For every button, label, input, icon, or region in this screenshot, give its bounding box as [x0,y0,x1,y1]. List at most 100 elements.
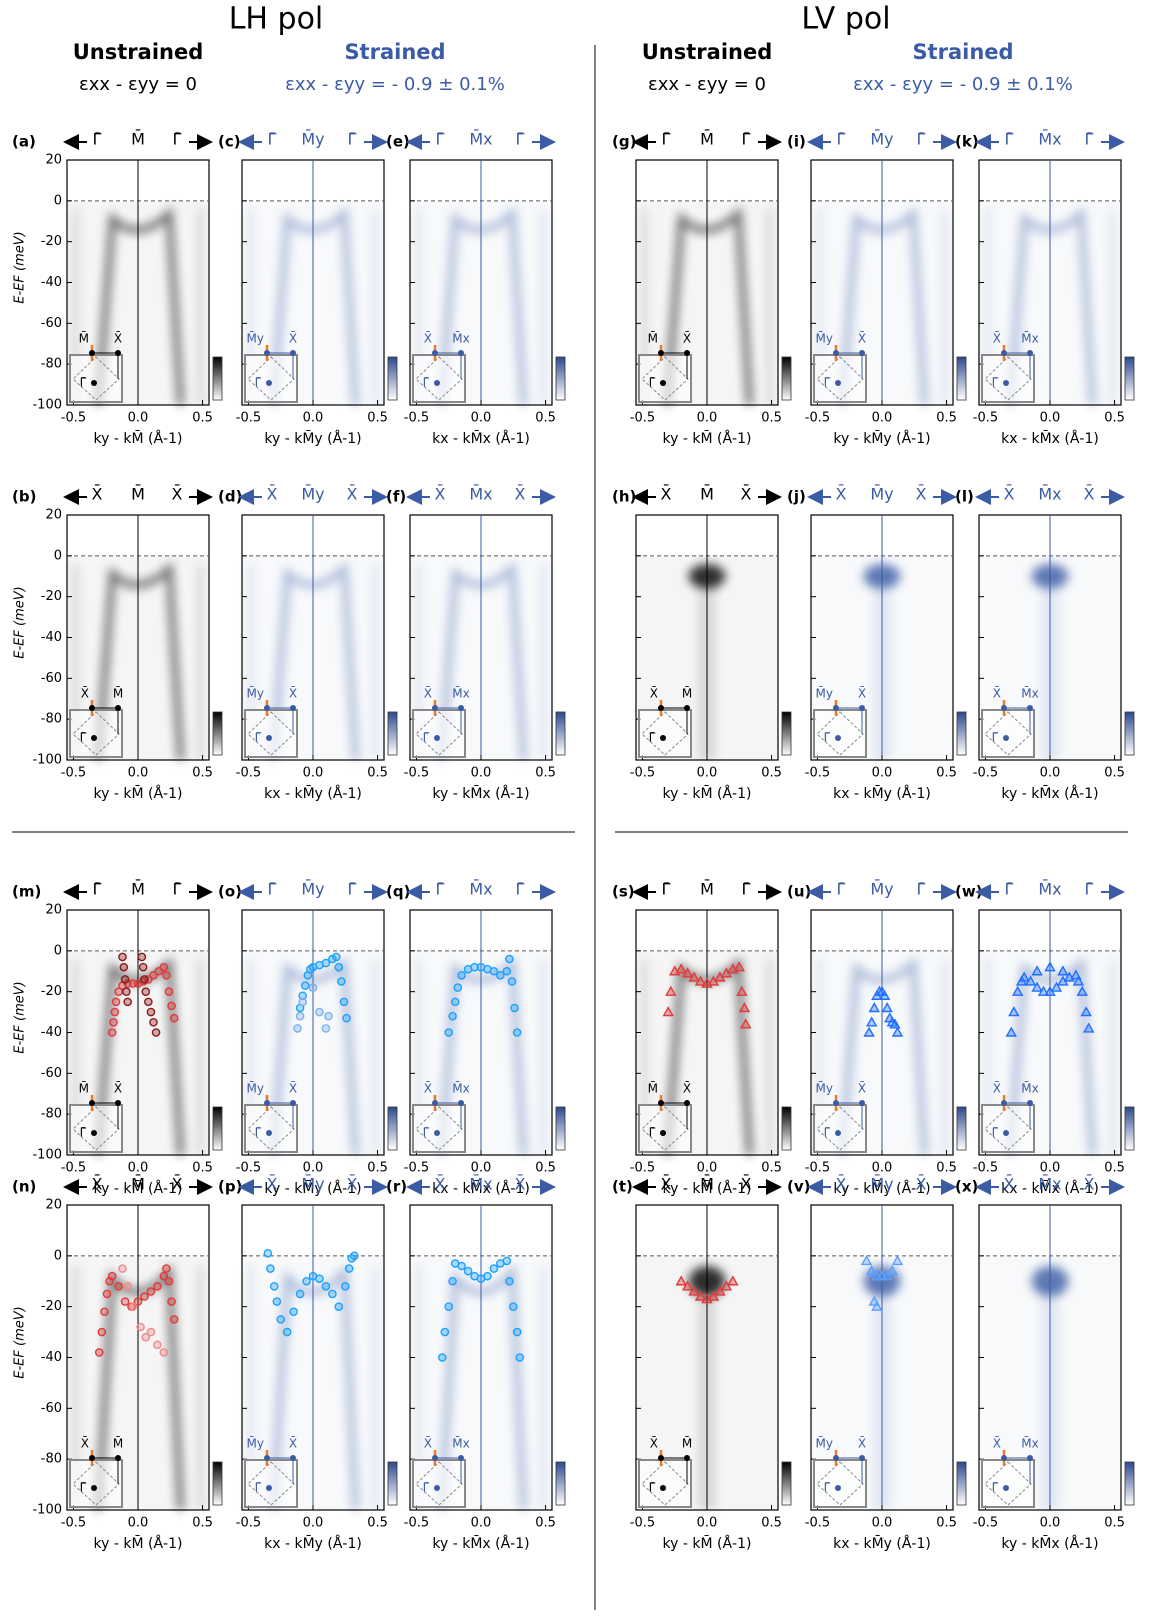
x-tick-label: -0.5 [973,411,998,426]
symmetry-label: M̄y [870,130,893,149]
x-tick-label: 0.5 [535,411,556,426]
data-point [171,1316,178,1323]
symmetry-label: Γ̄ [917,880,926,899]
symmetry-label: M̄ [131,485,145,504]
bz-label: M̄ [113,686,123,700]
x-tick-label: 0.0 [128,1161,149,1176]
panel-label: (v) [787,1178,811,1196]
x-tick-label: 0.5 [192,766,213,781]
bz-label: X̄ [424,331,432,345]
data-point [452,998,459,1005]
y-tick-label: -80 [41,712,62,727]
data-point [294,1025,301,1032]
bz-point [458,1455,464,1461]
bz-label: M̄x [452,331,469,345]
symmetry-label: M̄ [700,130,714,149]
symmetry-label: Γ̄ [436,130,445,149]
symmetry-label: X̄ [741,1175,752,1194]
data-point [141,976,148,983]
data-point [346,1265,353,1272]
bz-label: Γ̄ [824,1481,831,1495]
bz-inset [70,710,122,757]
data-point [309,984,316,991]
x-tick-label: 0.5 [1104,766,1125,781]
bz-point [89,705,95,711]
bz-point [91,1130,97,1136]
data-point [152,1029,159,1036]
x-tick-label: 0.5 [192,411,213,426]
bz-point [458,1100,464,1106]
colorbar [782,712,791,755]
bz-label: X̄ [81,686,89,700]
bz-label: Γ̄ [824,1126,831,1140]
x-axis-label: ky - kM̄ (Å-1) [663,429,752,447]
bz-label: X̄ [424,686,432,700]
data-point [121,1298,128,1305]
symmetry-label: Γ̄ [662,880,671,899]
bz-point [264,1100,270,1106]
bz-label: Γ̄ [824,376,831,390]
bz-inset [814,1460,866,1507]
bz-label: M̄x [1021,1436,1038,1450]
panel-label: (o) [218,883,242,901]
colorbar [556,357,565,400]
panel-label: (n) [12,1178,36,1196]
x-tick-label: 0.0 [872,411,893,426]
symmetry-label: X̄ [1004,485,1015,504]
bz-inset [245,710,297,757]
y-tick-label: 20 [45,1198,62,1213]
bz-point [859,350,865,356]
panel-label: (u) [787,883,811,901]
x-tick-label: 0.5 [936,1516,957,1531]
x-tick-label: 0.0 [1040,766,1061,781]
symmetry-label: M̄x [1038,130,1061,149]
bz-label: Γ̄ [649,1126,656,1140]
x-tick-label: 0.5 [535,1516,556,1531]
bz-label: Γ̄ [992,1126,999,1140]
bz-point [684,350,690,356]
symmetry-label: M̄x [469,130,492,149]
symmetry-label: X̄ [741,485,752,504]
bz-point [290,1100,296,1106]
y-axis-label: E-EF (meV) [13,981,28,1053]
bz-point [91,1485,97,1491]
data-point [510,1303,517,1310]
x-tick-label: 0.5 [192,1516,213,1531]
x-axis-label: ky - kM̄x (Å-1) [432,784,529,802]
x-tick-label: -0.5 [630,1161,655,1176]
bz-inset [639,710,691,757]
column-title: Unstrained [642,40,773,64]
y-tick-label: -60 [41,671,62,686]
symmetry-label: M̄y [870,880,893,899]
bz-point [1027,705,1033,711]
bz-label: X̄ [858,1081,866,1095]
y-tick-label: -40 [41,275,62,290]
data-point [160,1349,167,1356]
bz-label: Γ̄ [992,376,999,390]
data-point [264,1250,271,1257]
x-tick-label: -0.5 [973,1161,998,1176]
symmetry-label: M̄ [700,880,714,899]
x-tick-label: 0.5 [761,766,782,781]
bz-point [859,1100,865,1106]
data-point [138,953,145,960]
bz-point [835,1130,841,1136]
y-tick-label: -80 [41,357,62,372]
group-title: LH pol [229,2,324,37]
bz-label: M̄y [816,1436,833,1450]
bz-point [658,705,664,711]
symmetry-label: Γ̄ [436,880,445,899]
bz-label: M̄x [1021,686,1038,700]
bz-inset [982,710,1034,757]
bz-inset [639,1460,691,1507]
bz-inset [70,1105,122,1152]
y-tick-label: -20 [41,589,62,604]
data-point [154,1341,161,1348]
y-tick-label: -20 [41,1299,62,1314]
data-point [514,1328,521,1335]
data-point [439,1354,446,1361]
symmetry-label: M̄y [870,1175,893,1194]
data-point [342,1283,349,1290]
y-axis-label: E-EF (meV) [13,586,28,658]
panel-label: (e) [386,133,410,151]
